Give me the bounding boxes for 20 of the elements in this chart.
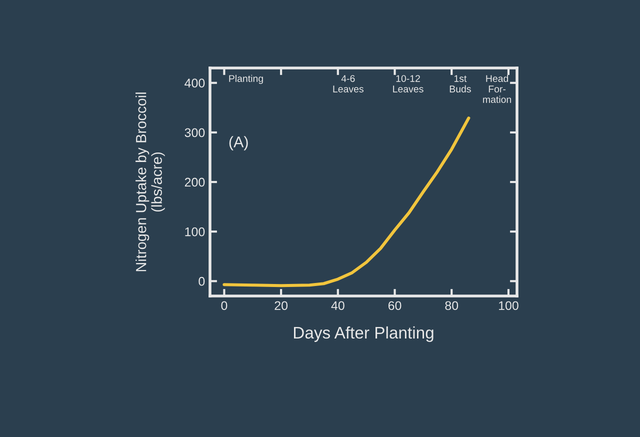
line-series	[222, 116, 470, 288]
y-tick-label: 200	[184, 178, 205, 187]
y-tick-label: 100	[185, 227, 205, 236]
annotation: Head For- mation	[483, 74, 512, 103]
x-tick-label: 80	[445, 301, 458, 310]
x-axis-title: Days After Planting	[294, 326, 434, 342]
y-tick-label: 400	[184, 78, 205, 88]
x-tick-label: 60	[388, 301, 402, 310]
y-axis-title: Nitrogen Uptake by Broccoil (lbs/acre)	[136, 92, 165, 272]
annotation: (A)	[229, 136, 248, 150]
x-tick-label: 20	[274, 301, 288, 310]
x-tick-label: 100	[499, 301, 518, 310]
y-tick-label: 300	[184, 128, 205, 138]
annotation: Planting	[229, 74, 263, 84]
annotation: 10-12 Leaves	[393, 75, 424, 92]
annotation: 1st Buds	[450, 75, 471, 92]
annotation: 4-6 Leaves	[333, 75, 364, 92]
y-tick-label: 0	[198, 276, 205, 286]
x-tick-label: 0	[221, 301, 228, 310]
x-tick-label: 40	[331, 301, 344, 310]
